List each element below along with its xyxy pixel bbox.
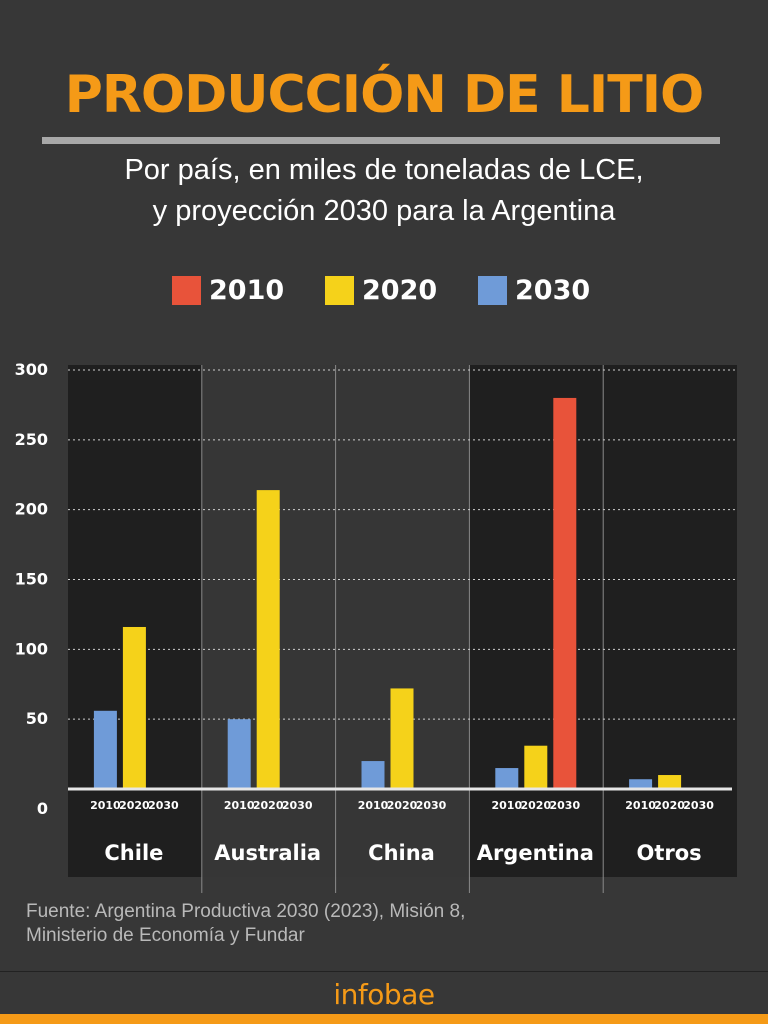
bar-chart: 050100150200250300201020202030Chile20102…: [15, 360, 737, 893]
bottom-accent-bar: [0, 1014, 768, 1024]
y-tick-label: 50: [26, 709, 48, 728]
legend-label-2010: 2010: [209, 274, 285, 306]
category-label-argentina: Argentina: [477, 841, 594, 865]
bar-argentina-2010: [495, 768, 519, 789]
source-line-1: Fuente: Argentina Productiva 2030 (2023)…: [26, 901, 466, 922]
bar-chile-2020: [122, 626, 146, 789]
y-tick-label: 150: [15, 570, 48, 589]
bar-year-label: 2010: [358, 799, 389, 812]
source-line-2: Ministerio de Economía y Fundar: [26, 925, 305, 946]
category-panel-china: [335, 365, 470, 877]
legend-label-2020: 2020: [362, 274, 438, 306]
category-label-australia: Australia: [214, 841, 321, 865]
bar-year-label: 2010: [625, 799, 656, 812]
brand-logo: infobae: [333, 978, 435, 1011]
bar-year-label: 2020: [253, 799, 284, 812]
bar-year-label: 2020: [520, 799, 551, 812]
bar-otros-2020: [658, 775, 682, 789]
bar-year-label: 2020: [387, 799, 418, 812]
bar-year-label: 2030: [148, 799, 179, 812]
bar-year-label: 2010: [491, 799, 522, 812]
bar-australia-2020: [256, 490, 280, 789]
bar-year-label: 2020: [654, 799, 685, 812]
bar-argentina-2020: [524, 745, 548, 789]
legend-swatch-2010: [172, 275, 201, 305]
chart-subtitle-line-1: Por país, en miles de toneladas de LCE,: [124, 154, 644, 186]
bar-year-label: 2020: [119, 799, 150, 812]
y-tick-label: 100: [15, 639, 48, 658]
bar-chile-2010: [93, 710, 117, 789]
category-panel-chile: [68, 365, 202, 877]
bar-year-label: 2030: [683, 799, 714, 812]
bar-year-label: 2030: [549, 799, 580, 812]
legend-item-2020: 2020: [325, 274, 438, 306]
category-panel-argentina: [469, 365, 604, 877]
category-label-china: China: [368, 841, 435, 865]
category-panel-otros: [603, 365, 737, 877]
legend-item-2010: 2010: [172, 274, 285, 306]
footer-divider: [0, 971, 768, 972]
y-tick-label: 0: [37, 799, 48, 818]
bar-australia-2010: [227, 719, 251, 789]
legend-swatch-2020: [325, 275, 354, 305]
bar-year-label: 2030: [416, 799, 447, 812]
chart-title: PRODUCCIÓN DE LITIO: [64, 65, 705, 125]
bar-year-label: 2010: [224, 799, 255, 812]
y-tick-label: 300: [15, 360, 48, 379]
y-tick-label: 250: [15, 430, 48, 449]
legend-label-2030: 2030: [515, 274, 591, 306]
category-label-chile: Chile: [104, 841, 163, 865]
bar-year-label: 2030: [282, 799, 313, 812]
bar-argentina-2030: [553, 397, 577, 789]
bar-china-2020: [390, 688, 414, 789]
bar-otros-2010: [629, 779, 653, 789]
bar-china-2010: [361, 761, 385, 789]
legend-swatch-2030: [478, 275, 507, 305]
category-label-otros: Otros: [637, 841, 702, 865]
chart-subtitle-line-2: y proyección 2030 para la Argentina: [152, 195, 616, 227]
y-tick-label: 200: [15, 500, 48, 519]
bar-year-label: 2010: [90, 799, 121, 812]
legend-item-2030: 2030: [478, 274, 591, 306]
source-note: Fuente: Argentina Productiva 2030 (2023)…: [26, 900, 746, 948]
title-divider: [42, 137, 720, 144]
